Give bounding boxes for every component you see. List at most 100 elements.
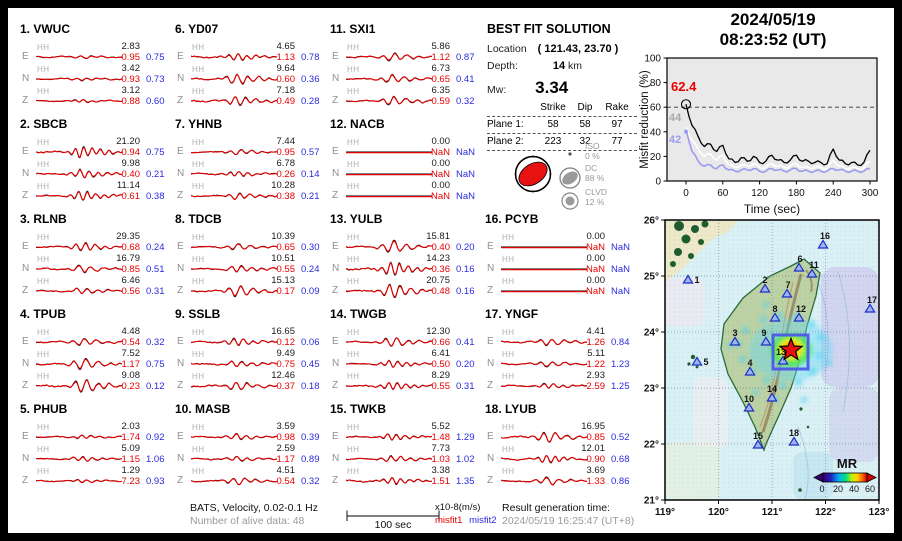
channel-label: HH [37,372,50,381]
station-title: 9. SSLB [175,307,221,321]
map-station-1: 1 [682,274,700,285]
channel-label: HH [347,182,360,191]
station-panel-RLNB: 3. RLNB E HH 29.35 0.68 0.24 N HH 16.79 0.85 0.51 Z… [20,212,172,304]
plane-row: Plane 2: 223 32 77 [487,134,637,151]
misfit1-value: 0.49 [276,96,296,107]
component-label: E [487,336,494,347]
station-panel-LYUB: 18. LYUB E HH 16.95 0.85 0.52 N HH 12.01 0.90 0.68… [485,402,637,494]
station-panel-SSLB: 9. SSLB E HH 16.65 0.12 0.06 N HH 9.49 0.75 0.45 Z H… [175,307,327,399]
component-label: N [177,453,185,464]
misfit2-value: 0.51 [146,264,165,275]
epicenter-star [778,336,804,361]
best-fit-title: BEST FIT SOLUTION [487,22,611,36]
station-title: 6. YD07 [175,22,219,36]
decomp-label: CLVD 12 % [585,187,608,207]
svg-text:0: 0 [683,188,689,199]
misfit1-value: 0.55 [276,264,296,275]
misfit1-value: 0.95 [276,147,296,158]
best-fit-solution-panel: BEST FIT SOLUTION Location ( 121.43, 23.… [487,20,643,220]
misfit2-value: 1.02 [456,454,475,465]
svg-text:60: 60 [865,484,875,494]
trace-row-E: E HH 0.00 NaN NaN [330,136,482,163]
component-label: E [332,336,339,347]
component-label: Z [332,285,339,296]
misfit1-value: 0.56 [121,286,141,297]
depth-unit: km [568,60,583,72]
misfit2-value: 0.32 [456,96,475,107]
component-label: N [332,73,340,84]
amplitude-value: 6.73 [431,63,451,74]
amplitude-value: 2.59 [276,443,296,454]
amplitude-value: 9.49 [276,348,296,359]
channel-label: HH [347,350,360,359]
amplitude-value: 10.28 [271,180,295,191]
col-header: Rake [605,102,629,113]
map-station-7: 7 [781,280,793,298]
component-label: Z [487,475,494,486]
map-axis-labels: 26° 25° 24° 23° 22° 21°119° 120° 121° 122° 123° [644,216,889,519]
station-title: 13. YULB [330,212,383,226]
waveform-trace [346,73,432,83]
waveform-trace [36,478,122,484]
amplitude-value: 8.29 [431,370,451,381]
misfit2-value: 0.36 [301,74,320,85]
waveform-trace [36,357,122,371]
amplitude-value: 9.64 [276,63,296,74]
amplitude-value: 2.83 [121,41,141,52]
station-title: 17. YNGF [485,307,539,321]
trace-row-Z: Z HH 0.00 NaN NaN [485,275,637,302]
amplitude-value: 16.65 [271,326,295,337]
trace-row-N: N HH 10.51 0.55 0.24 [175,253,327,280]
misfit1-value: 1.33 [586,476,606,487]
station-panel-YULB: 13. YULB E HH 15.81 0.40 0.20 N HH 14.23 0.36 0.16… [330,212,482,304]
misfit2-value: 0.24 [146,242,165,253]
waveform-trace [346,173,432,176]
misfit2-value: 1.06 [146,454,165,465]
svg-text:0: 0 [655,177,661,188]
misfit1-value: 0.55 [431,381,451,392]
misfit-reduction-plot: 62.4 44 42 0 60 120 180 240 300 0 20 40 60 80 100 Time … [639,54,879,217]
misfit1-value: 0.60 [276,74,296,85]
misfit2-value: 1.35 [456,476,475,487]
annotation-62.4: 62.4 [671,79,697,94]
svg-text:23°: 23° [644,384,659,395]
svg-text:26°: 26° [644,216,659,227]
misfit1-value: 0.75 [276,359,296,370]
component-label: E [22,241,29,252]
waveform-trace [191,455,277,462]
channel-label: HH [37,160,50,169]
waveform-trace [501,246,587,249]
station-panel-PHUB: 5. PHUB E HH 2.03 1.74 0.92 N HH 5.09 1.15 1.06 Z HH… [20,402,172,494]
map-station-17: 17 [864,295,877,313]
station-title: 8. TDCB [175,212,222,226]
misfit1-value: 1.12 [431,52,451,63]
waveform-trace [501,382,587,389]
location-row: Location ( 121.43, 23.70 ) [487,43,618,55]
waveform-trace [346,239,432,253]
channel-label: HH [192,372,205,381]
amplitude-value: 5.86 [431,41,451,52]
svg-text:20: 20 [833,484,843,494]
channel-label: HH [502,328,515,337]
trace-row-N: N HH 9.49 0.75 0.45 [175,348,327,375]
plane-row: Plane 1: 58 58 97 [487,117,637,134]
svg-text:17: 17 [867,295,877,305]
waveform-trace [191,243,277,251]
channel-label: HH [37,65,50,74]
decomp-row-dc: DC 88 % [557,163,643,190]
svg-text:121°: 121° [762,507,783,518]
channel-label: HH [347,87,360,96]
station-title: 5. PHUB [20,402,68,416]
component-label: Z [487,285,494,296]
svg-text:0: 0 [819,484,824,494]
misfit1-value: NaN [585,286,605,297]
channel-label: HH [347,233,360,242]
amplitude-value: 15.13 [271,275,295,286]
trace-row-E: E HH 15.81 0.40 0.20 [330,231,482,258]
channel-label: HH [192,467,205,476]
component-label: Z [177,380,184,391]
focal-mechanism-beachball [514,155,552,193]
misfit1-value: NaN [430,147,450,158]
component-label: E [177,146,184,157]
mw-row: Mw: 3.34 [487,78,568,98]
